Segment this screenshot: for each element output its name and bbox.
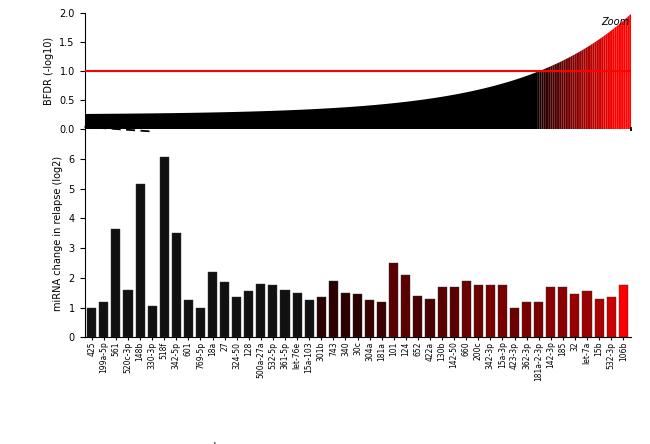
Bar [437,287,447,337]
Bar [136,184,144,337]
Bar [160,157,169,337]
Bar [268,285,278,337]
Bar [546,287,555,337]
Bar [232,297,241,337]
Bar [292,293,302,337]
Bar [474,285,483,337]
Bar [486,285,495,337]
Bar [184,300,193,337]
Y-axis label: BFDR (-log10): BFDR (-log10) [44,37,54,105]
Text: ← p-value: ← p-value [181,442,228,444]
Bar [510,308,519,337]
Text: Zoom: Zoom [601,17,629,27]
Bar [111,229,120,337]
Bar [426,299,434,337]
Bar [99,302,109,337]
Bar [462,281,471,337]
Bar [124,290,133,337]
Bar [582,291,592,337]
Bar [329,281,338,337]
Bar [172,233,181,337]
Bar [208,272,217,337]
Y-axis label: miRNA change in relapse (log2): miRNA change in relapse (log2) [53,156,63,311]
Bar [450,287,459,337]
Bar [377,302,386,337]
Bar [87,308,96,337]
Bar [317,297,326,337]
Bar [571,294,579,337]
Bar [281,290,289,337]
Bar [522,302,531,337]
Bar [619,285,628,337]
Bar [220,282,229,337]
Bar [558,287,567,337]
Bar [256,284,265,337]
Bar [595,299,604,337]
Bar [305,300,314,337]
Bar [244,291,254,337]
Bar [534,302,543,337]
Bar [389,263,398,337]
Bar [365,300,374,337]
Bar [413,296,423,337]
Bar [401,275,410,337]
Bar [498,285,507,337]
Bar [196,308,205,337]
Text: miRNAs: miRNAs [292,143,335,153]
Bar [353,294,362,337]
Bar [148,306,157,337]
Bar [606,297,616,337]
Bar [341,293,350,337]
